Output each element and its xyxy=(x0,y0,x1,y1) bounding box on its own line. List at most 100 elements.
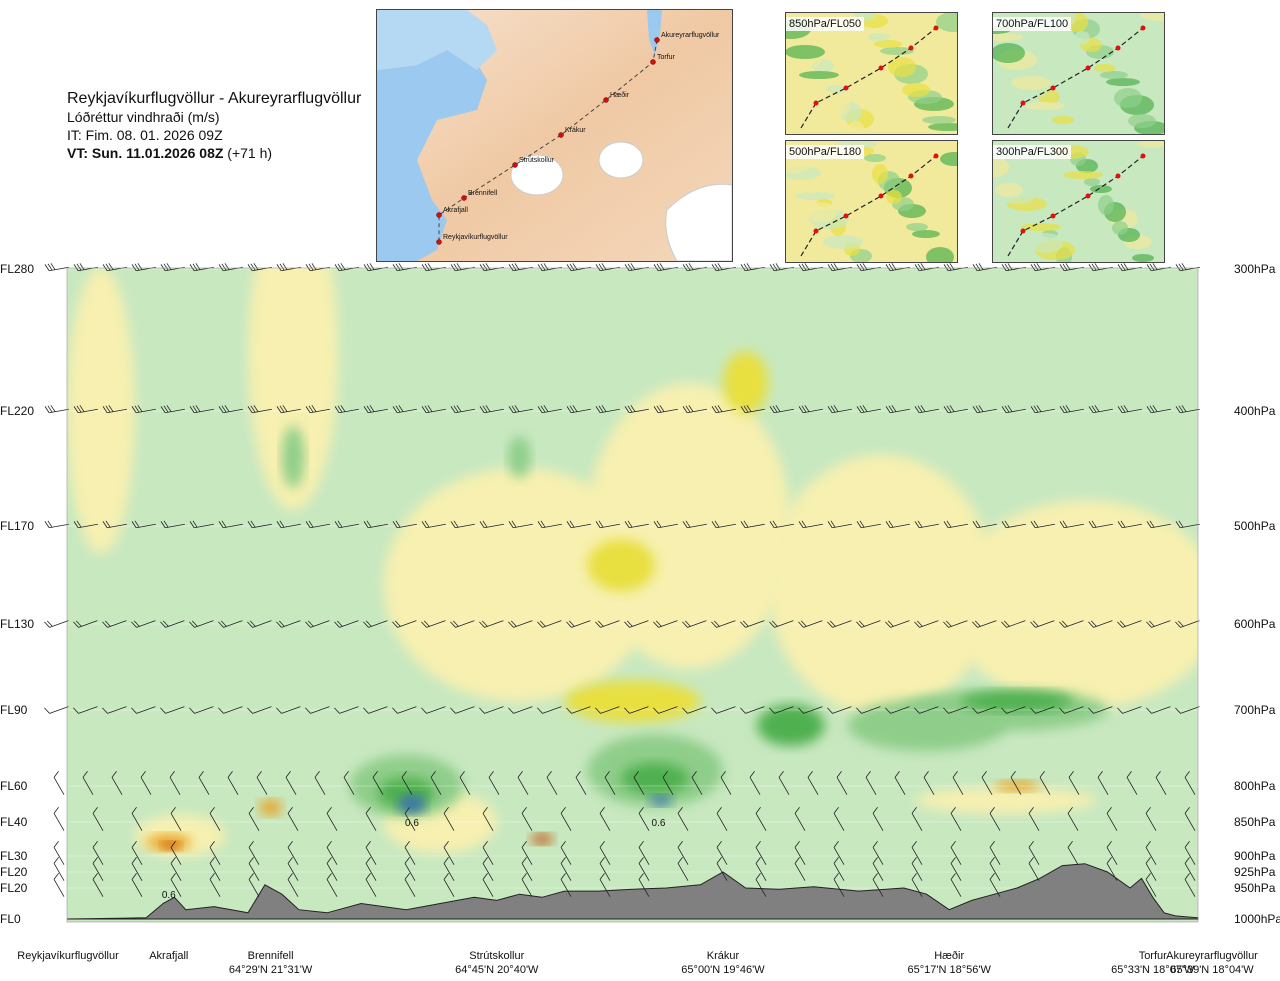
wind-barb xyxy=(856,706,881,714)
level-map-field xyxy=(1074,31,1090,45)
level-map-waypoint xyxy=(1140,25,1146,31)
wind-barb xyxy=(1059,520,1084,529)
wind-barb xyxy=(160,520,185,529)
wind-barb xyxy=(326,807,338,831)
wind-barb xyxy=(102,405,127,414)
wind-barb xyxy=(972,620,997,628)
wind-barb xyxy=(169,771,181,795)
wind-barb xyxy=(372,771,384,795)
route-path xyxy=(438,39,658,242)
wind-barb xyxy=(287,857,299,881)
wind-barb xyxy=(44,620,69,628)
fl-label: FL20 xyxy=(0,881,28,895)
waypoint-label: Hæðir xyxy=(610,91,630,99)
location-label: Torfur xyxy=(1138,950,1167,962)
wind-barb xyxy=(189,405,214,414)
level-map-waypoint xyxy=(843,85,849,91)
wind-barb xyxy=(53,841,65,865)
wind-barb xyxy=(740,520,765,529)
wind-barb xyxy=(677,857,689,881)
wind-barb xyxy=(508,520,533,529)
wind-barb xyxy=(798,620,823,628)
wind-barb xyxy=(633,771,645,795)
wind-barb xyxy=(160,620,185,628)
wind-barb xyxy=(653,405,678,414)
wind-barb xyxy=(716,857,728,881)
wind-barb xyxy=(833,807,845,831)
wind-barb xyxy=(856,520,881,529)
wind-barb xyxy=(189,706,214,714)
wind-barb xyxy=(769,405,794,414)
level-map-waypoint xyxy=(1085,193,1091,199)
wind-barb xyxy=(218,520,243,529)
wind-barb xyxy=(1088,405,1113,414)
level-map-500-label: 500hPa/FL180 xyxy=(786,145,865,159)
hpa-label: 800hPa xyxy=(1234,779,1276,793)
field-region-16 xyxy=(621,762,690,795)
wind-barb xyxy=(1145,857,1157,881)
level-map-field xyxy=(880,47,914,55)
level-map-field xyxy=(789,185,823,193)
wind-barb xyxy=(53,857,65,881)
wind-barb xyxy=(459,771,471,795)
fl-label: FL0 xyxy=(0,912,21,926)
wind-barb xyxy=(872,807,884,831)
wind-barb xyxy=(885,620,910,628)
wind-barb xyxy=(911,807,923,831)
location-coord: 65°33'N 18°07'W xyxy=(1111,964,1195,976)
wind-barb xyxy=(560,841,572,865)
level-map-waypoint xyxy=(1050,213,1056,219)
peak-labels: 0.6 0.6 0.6 xyxy=(162,818,666,901)
valid-time-main: VT: Sun. 11.01.2026 08Z xyxy=(67,145,224,161)
wind-barb xyxy=(305,706,330,714)
level-map-850: 850hPa/FL050 xyxy=(785,12,958,135)
peak-label-0: 0.6 xyxy=(405,818,419,829)
wind-barb xyxy=(392,263,417,272)
wind-barb xyxy=(798,706,823,714)
wind-barb xyxy=(885,405,910,414)
wind-barb xyxy=(972,706,997,714)
waypoint-marker xyxy=(603,97,609,103)
wind-barb xyxy=(943,405,968,414)
wind-barb xyxy=(247,620,272,628)
wind-barb xyxy=(1059,620,1084,628)
wind-barb xyxy=(638,857,650,881)
level-map-850-svg xyxy=(786,13,957,134)
level-map-field xyxy=(803,202,837,222)
waypoint-marker xyxy=(436,239,442,245)
route-title: Reykjavíkurflugvöllur - Akureyrarflugvöl… xyxy=(67,90,362,107)
wind-barb xyxy=(923,771,935,795)
wind-barb xyxy=(248,873,260,897)
issue-time: IT: Fim. 08. 01. 2026 09Z xyxy=(67,127,223,143)
wind-barb xyxy=(807,771,819,795)
glacier-hofsjokull xyxy=(598,141,644,179)
level-map-route xyxy=(800,155,937,257)
level-map-field xyxy=(932,141,957,153)
wind-barb xyxy=(365,807,377,831)
wind-barb xyxy=(950,873,962,897)
level-map-route xyxy=(1007,155,1144,257)
wind-barb xyxy=(287,841,299,865)
wind-barb xyxy=(218,620,243,628)
wind-barb xyxy=(44,706,69,714)
wind-barb xyxy=(209,807,221,831)
wind-barb xyxy=(943,620,968,628)
waypoint-marker xyxy=(512,162,518,168)
title-block: Reykjavíkurflugvöllur - Akureyrarflugvöl… xyxy=(67,90,361,162)
wind-barb xyxy=(1097,771,1109,795)
wind-barb xyxy=(638,841,650,865)
wind-barb xyxy=(769,520,794,529)
waypoint-label: Reykjavíkurflugvöllur xyxy=(443,234,508,241)
wind-barb xyxy=(287,873,299,897)
field-region-1 xyxy=(247,268,339,511)
wind-barb xyxy=(131,841,143,865)
level-map-field xyxy=(926,247,954,262)
level-map-field xyxy=(795,192,835,200)
level-map-waypoint xyxy=(933,25,939,31)
wind-barb xyxy=(170,807,182,831)
wind-barb xyxy=(769,706,794,714)
wind-barb xyxy=(1117,620,1142,628)
wind-barb xyxy=(1030,520,1055,529)
location-coord: 64°45'N 20°40'W xyxy=(455,964,539,976)
wind-barb xyxy=(248,841,260,865)
